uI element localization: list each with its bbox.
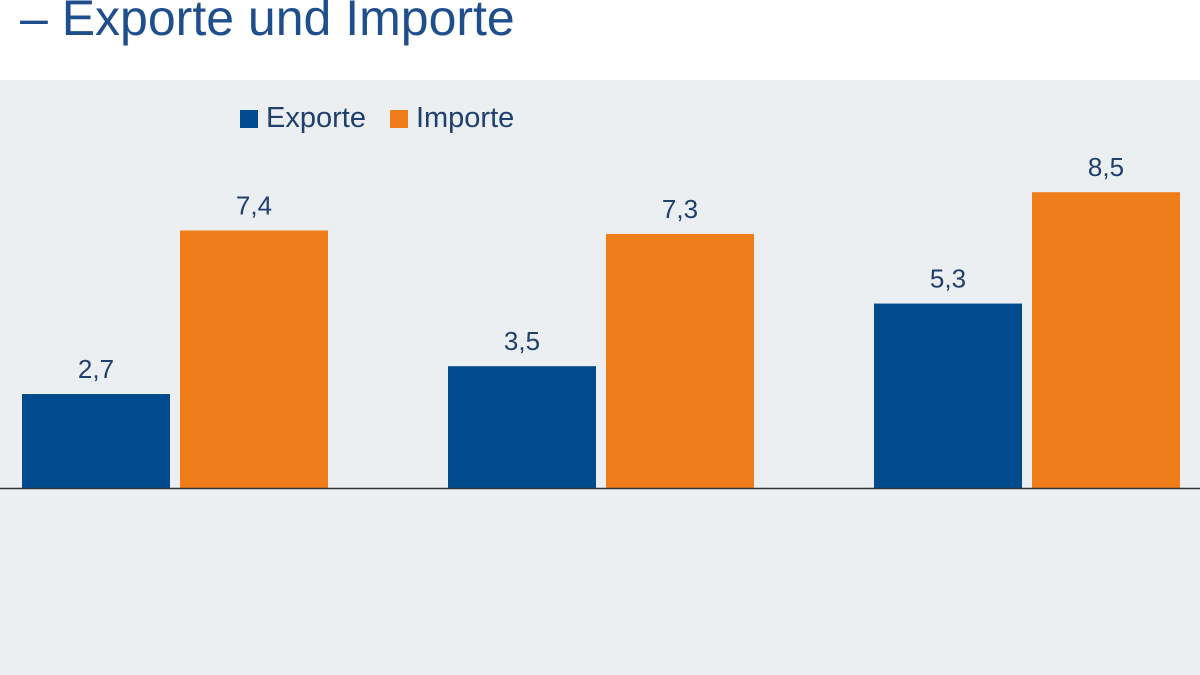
bar-exporte-3 [874,303,1022,488]
data-label-importe-1: 7,4 [236,190,272,220]
bar-importe-2 [606,233,754,488]
legend-swatch-importe [389,109,408,128]
data-label-exporte-3: 5,3 [930,264,966,294]
bar-exporte-1 [22,394,170,488]
data-label-exporte-1: 2,7 [78,354,114,384]
legend-item-exporte: Exporte [240,102,366,135]
legend: Exporte Importe [240,102,514,135]
legend-item-importe: Importe [389,102,515,135]
bar-exporte-2 [448,366,596,488]
chart-title: – Exporte und Importe [20,0,515,46]
legend-swatch-exporte [240,109,258,128]
legend-label-importe: Importe [415,102,515,134]
legend-label-exporte: Exporte [266,102,366,134]
data-label-importe-2: 7,3 [662,194,698,224]
bar-importe-3 [1032,192,1180,488]
bar-importe-1 [180,230,328,489]
data-label-importe-3: 8,5 [1088,152,1124,182]
data-label-exporte-2: 3,5 [504,326,540,356]
